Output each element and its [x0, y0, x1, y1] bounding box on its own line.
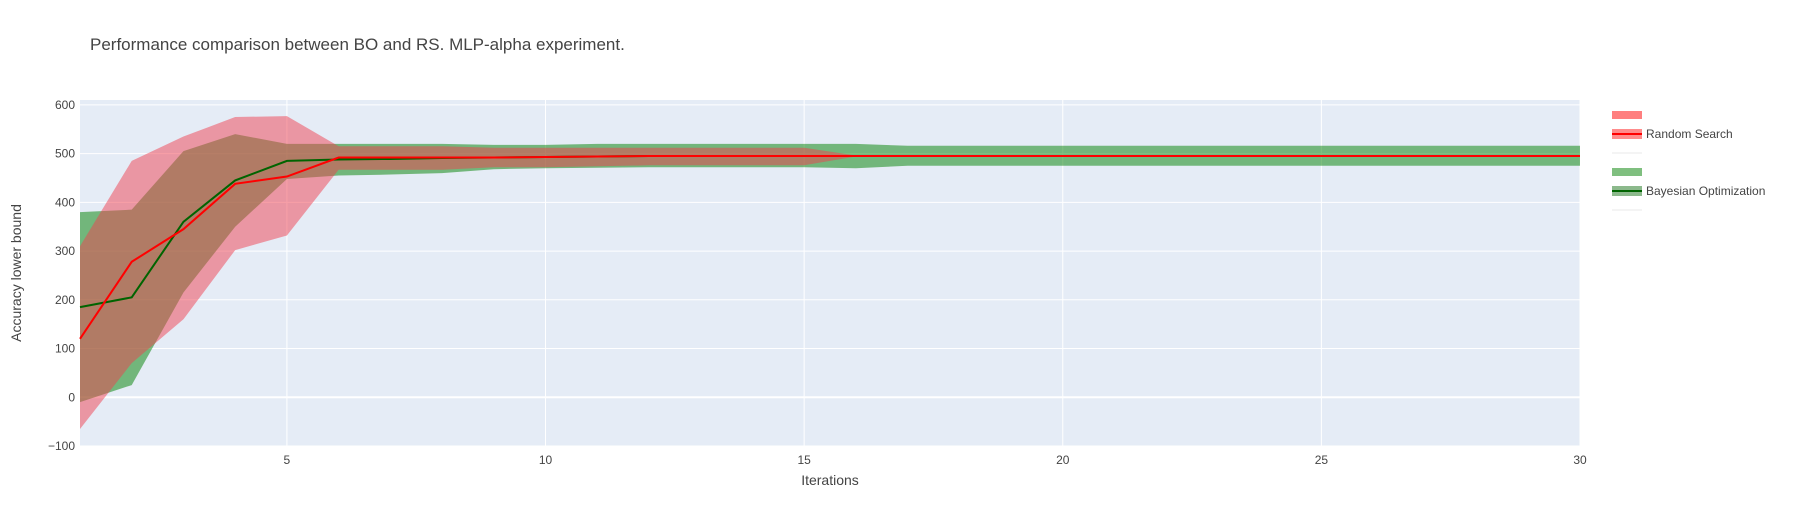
x-axis-title: Iterations: [801, 472, 859, 488]
legend-item: [1612, 168, 1642, 176]
y-tick-label: 500: [55, 147, 75, 161]
x-tick-label: 30: [1573, 453, 1587, 467]
x-axis-ticks: 5 10 15 20 25 30: [284, 453, 1587, 467]
series-line: [79, 155, 1580, 340]
y-axis-ticks: −100 0 100 200 300 400 500 600: [48, 98, 75, 453]
x-tick-label: 10: [539, 453, 553, 467]
legend-label: Bayesian Optimization: [1646, 184, 1765, 198]
confidence-bands: [80, 116, 1580, 429]
y-tick-label: 600: [55, 98, 75, 112]
x-tick-label: 20: [1056, 453, 1070, 467]
y-tick-label: 200: [55, 293, 75, 307]
x-tick-label: 5: [284, 453, 291, 467]
series-lines: [79, 155, 1580, 340]
y-axis-title: Accuracy lower bound: [8, 204, 24, 342]
x-tick-label: 15: [797, 453, 811, 467]
x-tick-label: 25: [1315, 453, 1329, 467]
y-tick-label: 100: [55, 342, 75, 356]
y-tick-label: −100: [48, 439, 75, 453]
legend-swatch: [1612, 168, 1642, 176]
chart-title: Performance comparison between BO and RS…: [90, 35, 625, 54]
legend-item: Random Search: [1612, 127, 1733, 141]
y-tick-label: 300: [55, 244, 75, 258]
y-tick-label: 0: [68, 390, 75, 404]
y-tick-label: 400: [55, 195, 75, 209]
legend-item: [1612, 111, 1642, 119]
confidence-band: [80, 116, 1580, 429]
legend-item: Bayesian Optimization: [1612, 184, 1765, 198]
legend-label: Random Search: [1646, 127, 1733, 141]
legend: Random Search Bayesian Optimization: [1612, 111, 1765, 211]
legend-swatch: [1612, 111, 1642, 119]
